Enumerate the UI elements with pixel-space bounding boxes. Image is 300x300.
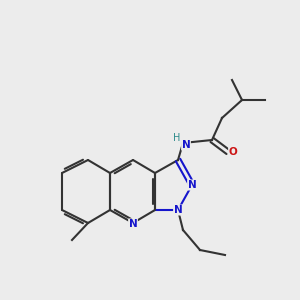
Text: N: N: [174, 205, 182, 215]
Text: N: N: [182, 140, 190, 150]
Text: H: H: [173, 133, 181, 143]
Text: N: N: [188, 180, 196, 190]
Text: O: O: [229, 147, 237, 157]
Text: N: N: [129, 219, 137, 229]
